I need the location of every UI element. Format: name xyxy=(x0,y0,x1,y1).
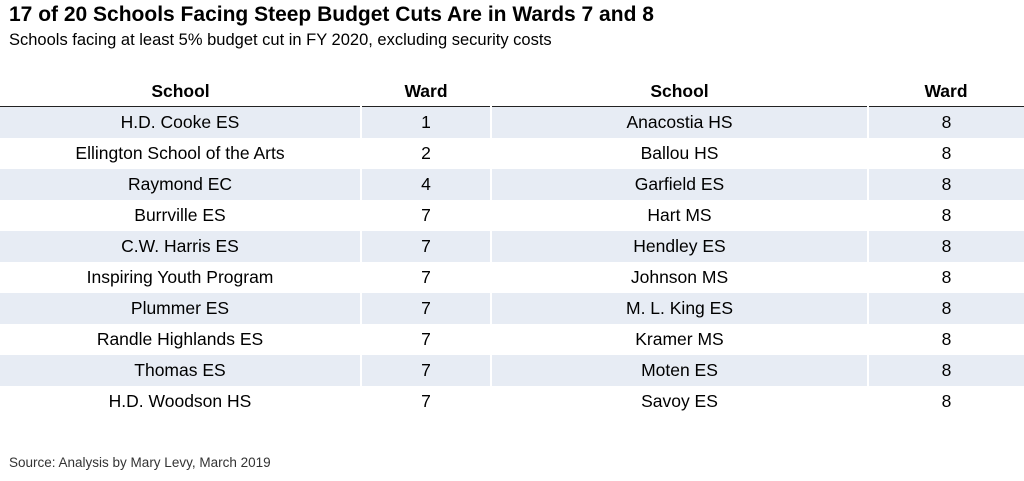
cell-ward-right: 8 xyxy=(868,293,1024,324)
cell-ward-left: 2 xyxy=(361,138,492,169)
column-header-ward-left: Ward xyxy=(361,77,491,107)
cell-ward-left: 7 xyxy=(361,324,492,355)
cell-school-right: Kramer MS xyxy=(491,324,869,355)
cell-school-left: Raymond EC xyxy=(0,169,362,200)
table-row: Randle Highlands ES 7 Kramer MS 8 xyxy=(0,324,1024,355)
cell-school-right: Hart MS xyxy=(491,200,869,231)
cell-ward-left: 1 xyxy=(361,106,492,138)
cell-school-left: Burrville ES xyxy=(0,200,362,231)
cell-school-left: H.D. Woodson HS xyxy=(0,386,362,417)
cell-ward-right: 8 xyxy=(868,106,1024,138)
chart-subtitle: Schools facing at least 5% budget cut in… xyxy=(9,31,552,49)
cell-ward-right: 8 xyxy=(868,231,1024,262)
cell-ward-right: 8 xyxy=(941,205,952,225)
cell-school-left: Inspiring Youth Program xyxy=(0,262,362,293)
table-row: Burrville ES 7 Hart MS 8 xyxy=(0,200,1024,231)
cell-school-left: Randle Highlands ES xyxy=(0,324,362,355)
cell-school-right: Savoy ES xyxy=(491,386,869,417)
cell-ward-right: 8 xyxy=(941,267,952,287)
cell-school-left: Thomas ES xyxy=(0,355,362,386)
table-row: C.W. Harris ES 7 Hendley ES 8 xyxy=(0,231,1024,262)
chart-title: 17 of 20 Schools Facing Steep Budget Cut… xyxy=(9,3,654,26)
schools-table: School Ward School Ward H.D. Cooke ES 1 An… xyxy=(0,77,1024,417)
cell-ward-left: 7 xyxy=(361,200,492,231)
cell-school-left: Ellington School of the Arts xyxy=(0,138,362,169)
table-row: Plummer ES 7 M. L. King ES 8 xyxy=(0,293,1024,324)
table-row: H.D. Cooke ES 1 Anacostia HS 8 xyxy=(0,106,1024,138)
column-header-school-right: School xyxy=(491,77,868,107)
table-body: H.D. Cooke ES 1 Anacostia HS 8 Ellington Sch… xyxy=(0,106,1024,417)
cell-ward-right: 8 xyxy=(868,355,1024,386)
cell-school-right: Moten ES xyxy=(491,355,869,386)
cell-school-right: Johnson MS xyxy=(491,262,869,293)
cell-ward-right: 8 xyxy=(941,143,952,163)
cell-ward-right: 8 xyxy=(868,169,1024,200)
table-row: Thomas ES 7 Moten ES 8 xyxy=(0,355,1024,386)
cell-school-right: Anacostia HS xyxy=(491,106,869,138)
column-header-school-left: School xyxy=(0,77,361,107)
cell-school-left: H.D. Cooke ES xyxy=(0,106,362,138)
cell-school-left: C.W. Harris ES xyxy=(0,231,362,262)
table-row: Raymond EC 4 Garfield ES 8 xyxy=(0,169,1024,200)
source-note: Source: Analysis by Mary Levy, March 201… xyxy=(9,455,271,470)
cell-ward-right: 8 xyxy=(941,329,952,349)
cell-school-right: M. L. King ES xyxy=(491,293,869,324)
cell-ward-left: 7 xyxy=(361,355,492,386)
table-row: Inspiring Youth Program 7 Johnson MS 8 xyxy=(0,262,1024,293)
table-row: Ellington School of the Arts 2 Ballou HS 8 xyxy=(0,138,1024,169)
cell-ward-left: 4 xyxy=(361,169,492,200)
column-header-ward-right: Ward xyxy=(868,77,1024,107)
cell-school-right: Garfield ES xyxy=(491,169,869,200)
table-header-row: School Ward School Ward xyxy=(0,77,1024,107)
cell-ward-left: 7 xyxy=(361,262,492,293)
cell-ward-left: 7 xyxy=(361,231,492,262)
cell-school-right: Hendley ES xyxy=(491,231,869,262)
cell-ward-left: 7 xyxy=(361,386,492,417)
table-row: H.D. Woodson HS 7 Savoy ES 8 xyxy=(0,386,1024,417)
cell-school-right: Ballou HS xyxy=(491,138,869,169)
cell-school-left: Plummer ES xyxy=(0,293,362,324)
cell-ward-left: 7 xyxy=(361,293,492,324)
cell-ward-right: 8 xyxy=(941,391,952,411)
